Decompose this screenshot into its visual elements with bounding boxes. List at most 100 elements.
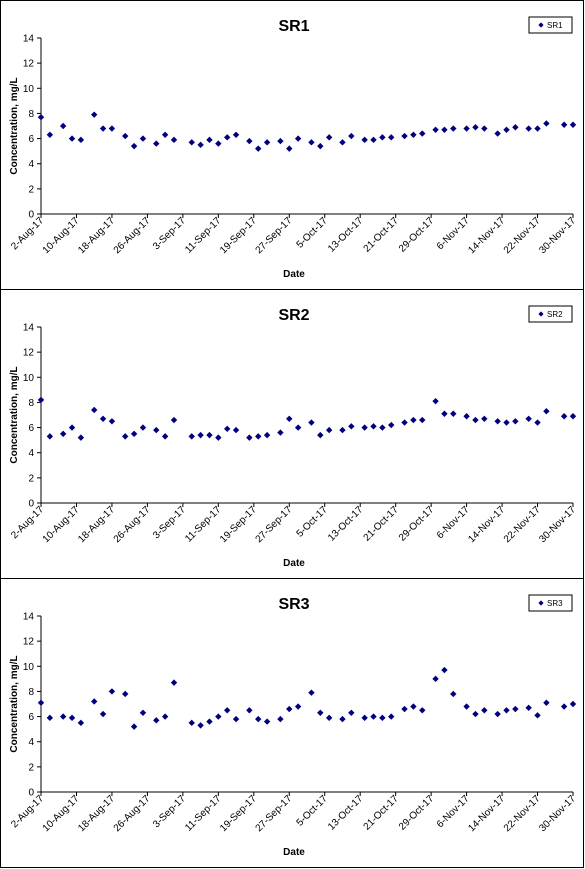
y-tick-label: 0 xyxy=(28,788,34,799)
data-point xyxy=(361,714,368,722)
y-tick-label: 2 xyxy=(28,473,34,484)
x-tick-label: 27-Sep-17 xyxy=(254,793,295,834)
data-point xyxy=(325,134,333,141)
data-point xyxy=(277,137,284,145)
data-point xyxy=(206,431,213,439)
data-point xyxy=(286,415,293,422)
data-point xyxy=(108,125,116,132)
data-point xyxy=(294,703,302,710)
data-point xyxy=(388,713,395,720)
data-point xyxy=(534,419,541,426)
chart-panel-sr1: SR1 0 2 4 6 8 10 12 14 2-Aug-17 10-Aug-17 18-Aug-17… xyxy=(0,0,584,290)
x-tick-label: 14-Nov-17 xyxy=(466,215,507,256)
x-tick-label: 29-Oct-17 xyxy=(397,215,437,255)
y-tick-label: 6 xyxy=(28,712,34,723)
legend-box xyxy=(528,305,573,323)
y-tick-label: 14 xyxy=(23,612,35,623)
data-point xyxy=(512,705,519,713)
data-point xyxy=(37,114,45,121)
data-point xyxy=(543,408,550,415)
chart-title: SR2 xyxy=(278,307,309,324)
data-point xyxy=(277,715,284,723)
data-point xyxy=(503,419,510,426)
y-tick-label: 8 xyxy=(28,398,34,409)
data-point xyxy=(91,111,98,118)
data-point xyxy=(108,418,116,425)
y-tick-label: 12 xyxy=(23,59,35,70)
data-point xyxy=(325,714,333,722)
data-point xyxy=(68,424,76,431)
data-point xyxy=(153,717,160,724)
y-tick-label: 4 xyxy=(28,448,34,459)
data-point xyxy=(308,419,315,426)
y-tick-label: 6 xyxy=(28,134,34,145)
data-point xyxy=(286,145,293,152)
x-tick-label: 18-Aug-17 xyxy=(76,215,117,256)
data-point xyxy=(450,410,457,417)
data-point xyxy=(463,125,470,132)
x-tick-label: 3-Sep-17 xyxy=(151,793,188,830)
data-point xyxy=(197,431,204,439)
x-tick-label: 10-Aug-17 xyxy=(41,793,82,834)
y-tick-label: 4 xyxy=(28,737,34,748)
data-point xyxy=(224,425,231,433)
y-tick-label: 0 xyxy=(28,210,34,221)
data-point xyxy=(215,140,222,147)
data-point xyxy=(419,130,426,137)
y-tick-label: 10 xyxy=(23,662,35,673)
data-point xyxy=(379,714,386,722)
x-tick-label: 13-Oct-17 xyxy=(326,504,366,544)
data-point xyxy=(534,125,541,132)
data-point xyxy=(494,710,501,718)
y-tick-label: 14 xyxy=(23,323,35,334)
y-axis-label: Concentration, mg/L xyxy=(9,366,20,463)
data-point xyxy=(317,142,324,150)
data-point xyxy=(153,140,160,147)
y-tick-label: 14 xyxy=(23,34,35,45)
data-point xyxy=(543,120,550,127)
data-point xyxy=(277,429,284,436)
data-point xyxy=(450,125,457,132)
data-point xyxy=(224,707,231,714)
data-point xyxy=(361,136,368,144)
x-tick-label: 26-Aug-17 xyxy=(112,504,153,545)
data-point xyxy=(481,415,488,422)
data-point xyxy=(77,434,85,441)
x-tick-label: 2-Aug-17 xyxy=(9,215,46,252)
data-point xyxy=(161,433,169,440)
data-point xyxy=(494,130,501,137)
x-tick-label: 6-Nov-17 xyxy=(435,215,472,252)
x-tick-label: 29-Oct-17 xyxy=(397,793,437,833)
data-point xyxy=(339,715,346,723)
data-point xyxy=(122,433,129,440)
data-point xyxy=(348,132,355,140)
data-point xyxy=(224,134,231,141)
y-tick-label: 0 xyxy=(28,499,34,510)
data-point xyxy=(59,122,67,130)
legend-label: SR3 xyxy=(547,599,563,608)
data-point xyxy=(569,121,577,128)
data-point xyxy=(130,142,138,150)
data-point xyxy=(401,419,408,426)
data-point xyxy=(325,426,333,434)
data-point xyxy=(410,416,417,424)
data-point xyxy=(139,424,147,431)
data-point xyxy=(472,416,479,424)
data-point xyxy=(525,125,532,132)
x-tick-label: 2-Aug-17 xyxy=(9,504,46,541)
data-point xyxy=(481,125,488,132)
data-point xyxy=(153,426,160,434)
chart-panel-sr3: SR3 0 2 4 6 8 10 12 14 2-Aug-17 10-Aug-17 18-Aug-17… xyxy=(0,578,584,868)
x-tick-label: 21-Oct-17 xyxy=(362,215,402,255)
data-point xyxy=(370,423,377,430)
data-point xyxy=(441,126,448,133)
data-point xyxy=(560,413,568,420)
legend-marker xyxy=(538,22,544,28)
x-tick-label: 19-Sep-17 xyxy=(218,215,259,256)
legend-marker xyxy=(538,600,544,606)
data-point xyxy=(419,707,426,714)
data-point xyxy=(161,131,169,138)
data-point xyxy=(569,700,577,708)
x-axis-label: Date xyxy=(283,847,305,858)
data-point xyxy=(215,434,222,441)
